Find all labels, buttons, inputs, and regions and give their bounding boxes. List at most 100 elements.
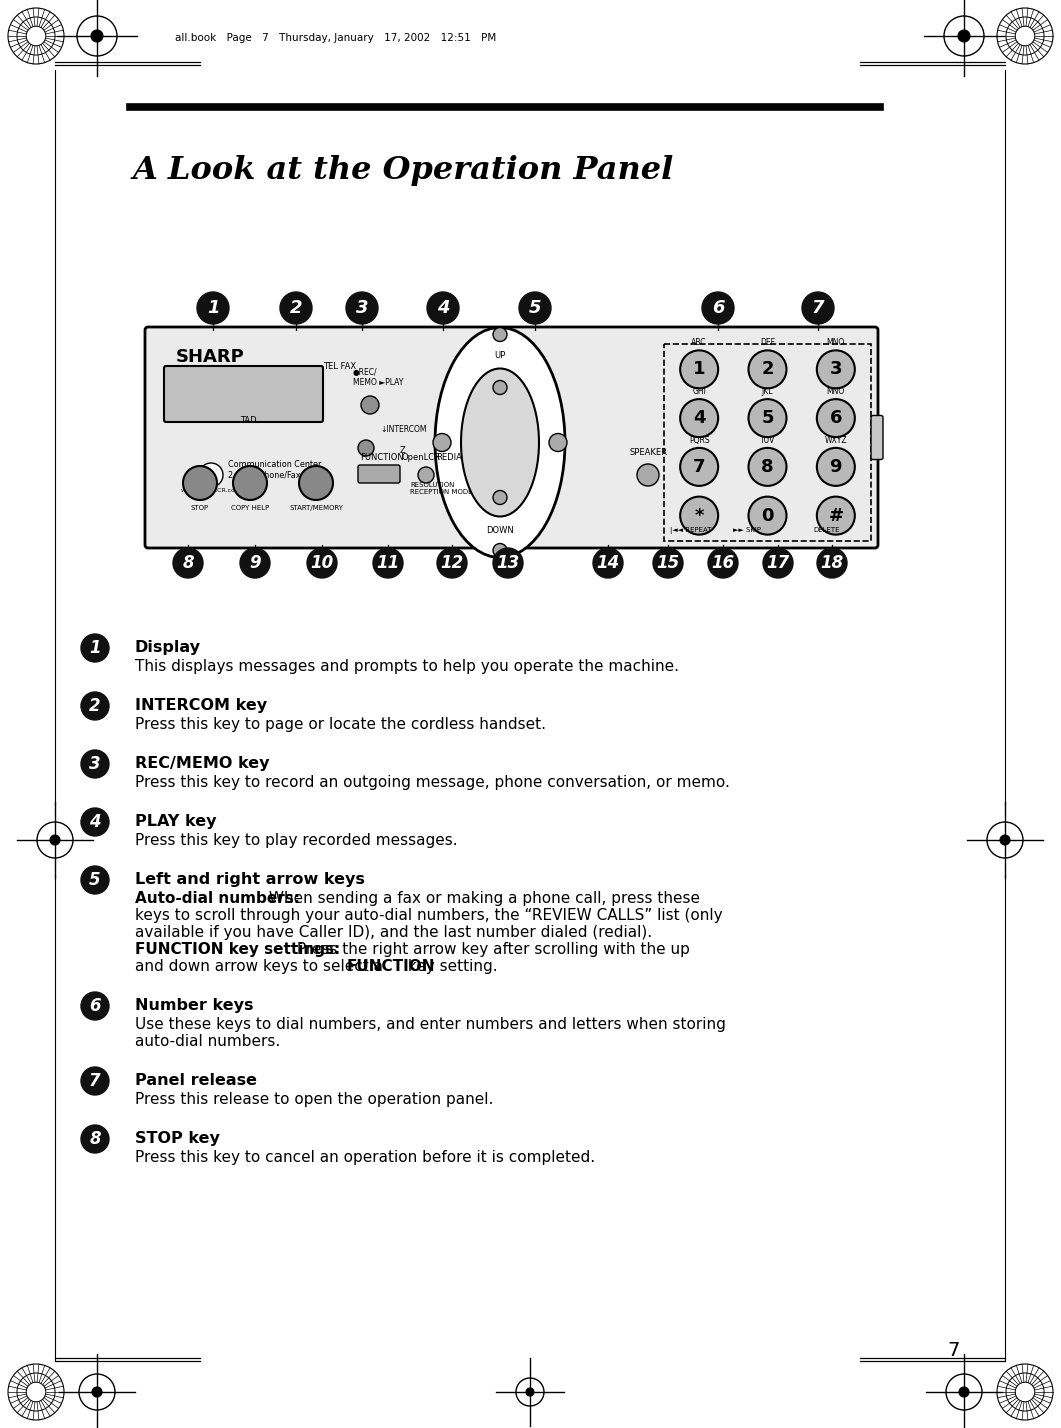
Text: ►► SKIP: ►► SKIP <box>733 527 761 533</box>
Text: 13: 13 <box>497 554 520 573</box>
Ellipse shape <box>460 368 539 517</box>
Text: 4: 4 <box>437 298 449 317</box>
Text: 1: 1 <box>207 298 220 317</box>
Text: 2.4GHz Phone/Fax: 2.4GHz Phone/Fax <box>228 471 300 480</box>
Text: INTERCOM key: INTERCOM key <box>135 698 267 713</box>
Text: FUNCTION key settings:: FUNCTION key settings: <box>135 942 341 957</box>
FancyBboxPatch shape <box>871 416 883 460</box>
Text: 2: 2 <box>89 697 101 715</box>
Circle shape <box>708 548 738 578</box>
Text: STOP: STOP <box>191 506 209 511</box>
Text: UP: UP <box>494 351 506 360</box>
Circle shape <box>802 291 834 324</box>
Circle shape <box>81 1125 109 1152</box>
Text: 7: 7 <box>947 1341 960 1359</box>
Text: COPY HELP: COPY HELP <box>231 506 269 511</box>
Text: 1: 1 <box>693 360 706 378</box>
Text: Left and right arrow keys: Left and right arrow keys <box>135 873 365 887</box>
FancyBboxPatch shape <box>664 344 871 541</box>
Text: SPEAKER: SPEAKER <box>629 448 667 457</box>
Text: ●REC/
MEMO ►PLAY: ●REC/ MEMO ►PLAY <box>353 368 403 387</box>
Circle shape <box>493 327 507 341</box>
Text: 4: 4 <box>693 410 706 427</box>
Text: Press this release to open the operation panel.: Press this release to open the operation… <box>135 1092 493 1107</box>
Text: 7: 7 <box>693 458 706 476</box>
Circle shape <box>182 466 218 500</box>
Text: MNO: MNO <box>827 338 845 347</box>
Text: 12: 12 <box>440 554 464 573</box>
Circle shape <box>549 434 567 451</box>
Text: 17: 17 <box>766 554 789 573</box>
Circle shape <box>680 350 718 388</box>
Circle shape <box>346 291 378 324</box>
Text: 0: 0 <box>761 507 773 524</box>
FancyBboxPatch shape <box>358 466 400 483</box>
Ellipse shape <box>435 327 566 557</box>
Text: 6: 6 <box>830 410 842 427</box>
Text: 9: 9 <box>830 458 842 476</box>
Text: 6: 6 <box>89 997 101 1015</box>
Text: 11: 11 <box>377 554 400 573</box>
Text: 3: 3 <box>355 298 368 317</box>
Text: 8: 8 <box>89 1130 101 1148</box>
Text: 3: 3 <box>830 360 842 378</box>
Text: START/MEMORY: START/MEMORY <box>289 506 343 511</box>
Circle shape <box>199 463 223 487</box>
Circle shape <box>817 350 855 388</box>
Circle shape <box>748 497 786 534</box>
Circle shape <box>361 396 379 414</box>
Text: Panel release: Panel release <box>135 1072 257 1088</box>
Text: ABC: ABC <box>692 338 707 347</box>
Text: 2: 2 <box>290 298 302 317</box>
Text: DEF: DEF <box>760 338 775 347</box>
Circle shape <box>233 466 267 500</box>
Text: 4: 4 <box>89 813 101 831</box>
Circle shape <box>958 30 970 41</box>
Text: Press this key to cancel an operation before it is completed.: Press this key to cancel an operation be… <box>135 1150 595 1165</box>
Text: MNO: MNO <box>827 387 845 396</box>
FancyBboxPatch shape <box>145 327 879 548</box>
Text: Press the right arrow key after scrolling with the up: Press the right arrow key after scrollin… <box>292 942 690 957</box>
Text: 2: 2 <box>761 360 773 378</box>
Circle shape <box>1001 835 1010 845</box>
Text: Number keys: Number keys <box>135 998 254 1012</box>
Text: TAD: TAD <box>240 416 257 426</box>
Circle shape <box>493 380 507 394</box>
Circle shape <box>240 548 269 578</box>
Text: Z: Z <box>400 446 405 456</box>
Circle shape <box>748 398 786 437</box>
Text: REDIAL: REDIAL <box>436 453 467 463</box>
Circle shape <box>817 497 855 534</box>
Circle shape <box>91 30 103 41</box>
Text: TUV: TUV <box>760 436 776 446</box>
Text: Communication Center: Communication Center <box>228 460 321 468</box>
Text: keys to scroll through your auto-dial numbers, the “REVIEW CALLS” list (only: keys to scroll through your auto-dial nu… <box>135 908 723 922</box>
Circle shape <box>81 1067 109 1095</box>
Text: 5: 5 <box>761 410 773 427</box>
Circle shape <box>817 448 855 486</box>
Circle shape <box>50 835 60 845</box>
Text: Press this key to play recorded messages.: Press this key to play recorded messages… <box>135 833 457 848</box>
Text: PQRS: PQRS <box>689 436 710 446</box>
Circle shape <box>299 466 333 500</box>
Circle shape <box>493 490 507 504</box>
Circle shape <box>680 448 718 486</box>
Text: 3: 3 <box>89 755 101 773</box>
Circle shape <box>173 548 203 578</box>
Text: Press this key to record an outgoing message, phone conversation, or memo.: Press this key to record an outgoing mes… <box>135 775 730 790</box>
Circle shape <box>680 398 718 437</box>
Text: 16: 16 <box>711 554 734 573</box>
Circle shape <box>433 434 451 451</box>
Circle shape <box>427 291 459 324</box>
Text: SHARP: SHARP <box>176 348 245 366</box>
Circle shape <box>358 440 373 456</box>
Text: DELETE: DELETE <box>813 527 839 533</box>
Text: Auto-dial numbers:: Auto-dial numbers: <box>135 891 300 905</box>
Circle shape <box>817 548 847 578</box>
Text: 8: 8 <box>761 458 773 476</box>
Text: and down arrow keys to select a: and down arrow keys to select a <box>135 960 388 974</box>
Circle shape <box>680 497 718 534</box>
Text: 14: 14 <box>596 554 620 573</box>
Circle shape <box>373 548 403 578</box>
Circle shape <box>959 1387 969 1397</box>
